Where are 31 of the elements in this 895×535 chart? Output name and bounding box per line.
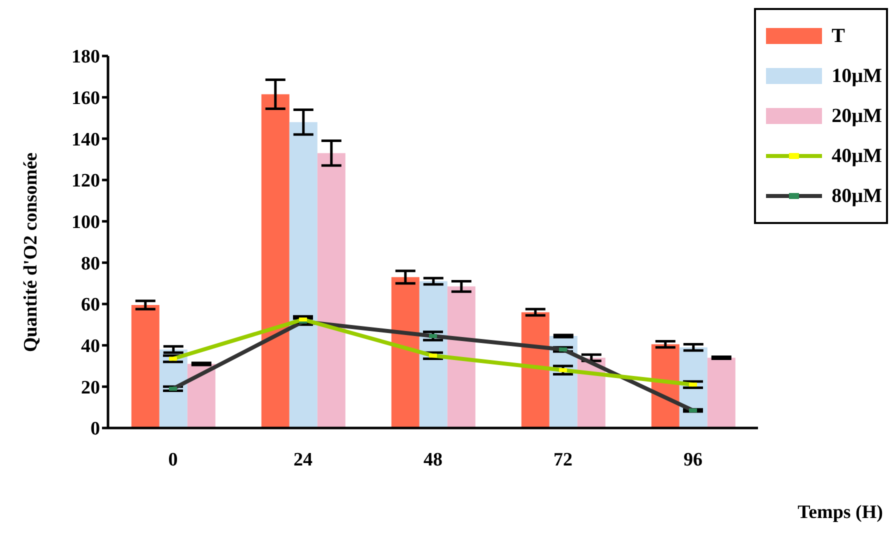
x-tick-label: 48 bbox=[424, 449, 442, 470]
bar bbox=[187, 364, 216, 428]
y-tick-label: 20 bbox=[81, 377, 100, 398]
bar bbox=[261, 94, 290, 428]
y-tick-label: 60 bbox=[81, 294, 100, 316]
bar bbox=[317, 153, 346, 428]
bar bbox=[447, 286, 476, 428]
x-tick-label: 96 bbox=[684, 449, 702, 470]
legend-label: 10µM bbox=[832, 64, 882, 88]
x-tick-label: 24 bbox=[294, 449, 313, 470]
y-tick-label: 180 bbox=[72, 46, 100, 68]
bar bbox=[521, 312, 550, 428]
y-tick-label: 40 bbox=[81, 336, 100, 358]
bar bbox=[289, 122, 318, 428]
bar bbox=[391, 277, 420, 428]
y-tick-label: 100 bbox=[72, 212, 100, 234]
legend-label: T bbox=[832, 24, 845, 48]
legend-label: 80µM bbox=[832, 184, 882, 208]
x-tick-label: 72 bbox=[554, 449, 572, 470]
y-tick-label: 120 bbox=[72, 170, 100, 192]
x-axis-title: Temps (H) bbox=[798, 502, 883, 523]
y-tick-label: 80 bbox=[81, 253, 100, 274]
y-tick-label: 160 bbox=[72, 88, 100, 110]
bar bbox=[707, 358, 736, 428]
y-axis-title: Quantité d'O2 consomée bbox=[20, 152, 42, 352]
bar bbox=[131, 305, 160, 428]
y-tick-label: 140 bbox=[72, 129, 100, 150]
x-tick-label: 0 bbox=[168, 449, 178, 470]
legend-label: 40µM bbox=[832, 144, 882, 168]
y-tick-label: 0 bbox=[90, 418, 100, 440]
legend-label: 20µM bbox=[832, 104, 882, 128]
